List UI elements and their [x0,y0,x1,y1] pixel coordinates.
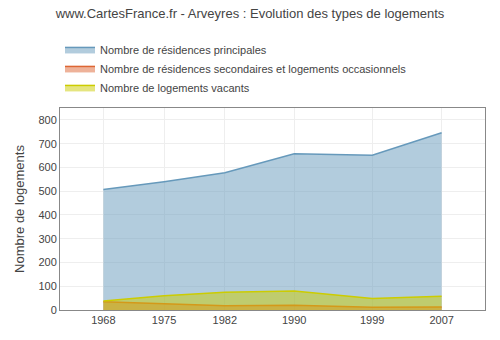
svg-text:Nombre de logements: Nombre de logements [12,145,27,273]
svg-text:500: 500 [38,185,56,197]
svg-text:300: 300 [38,233,56,245]
svg-text:700: 700 [38,138,56,150]
svg-text:1982: 1982 [213,314,237,326]
svg-text:1975: 1975 [152,314,176,326]
svg-text:1990: 1990 [282,314,306,326]
svg-text:100: 100 [38,280,56,292]
svg-text:www.CartesFrance.fr - Arveyres: www.CartesFrance.fr - Arveyres : Evoluti… [55,6,445,21]
svg-text:600: 600 [38,161,56,173]
svg-text:Nombre de résidences principal: Nombre de résidences principales [100,44,267,56]
svg-text:Nombre de résidences secondair: Nombre de résidences secondaires et loge… [100,63,406,75]
svg-text:800: 800 [38,114,56,126]
svg-text:2007: 2007 [429,314,453,326]
svg-text:1999: 1999 [360,314,384,326]
svg-text:200: 200 [38,256,56,268]
svg-text:0: 0 [51,304,57,316]
svg-text:400: 400 [38,209,56,221]
svg-text:1968: 1968 [91,314,115,326]
svg-text:Nombre de logements vacants: Nombre de logements vacants [100,82,250,94]
